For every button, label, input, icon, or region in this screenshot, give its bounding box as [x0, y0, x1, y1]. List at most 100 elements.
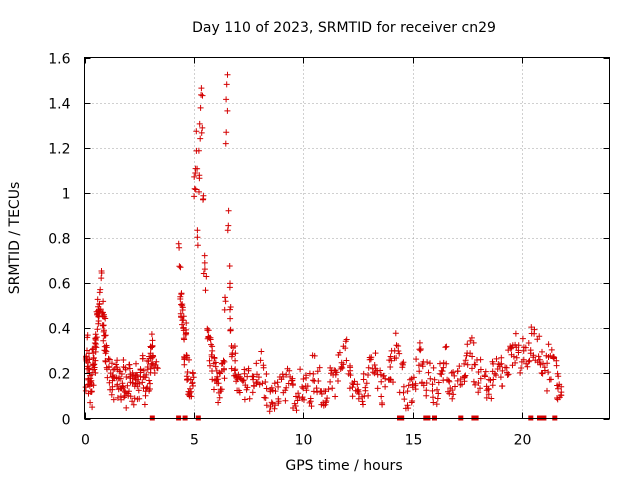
data-point	[446, 390, 453, 397]
data-point	[387, 376, 394, 383]
data-point	[191, 193, 198, 200]
data-point	[527, 347, 534, 354]
data-point	[468, 334, 475, 341]
data-point	[87, 399, 94, 406]
data-point	[339, 365, 346, 371]
data-point	[445, 377, 452, 384]
data-point	[149, 337, 156, 344]
data-point	[119, 380, 126, 387]
data-point	[424, 359, 431, 366]
data-point	[179, 301, 186, 308]
data-point	[392, 330, 399, 337]
data-point	[283, 371, 290, 378]
data-point	[423, 380, 430, 386]
data-point	[378, 393, 385, 400]
data-point	[464, 361, 471, 368]
data-point	[178, 290, 185, 297]
data-point	[431, 376, 438, 383]
data-point	[240, 377, 247, 384]
data-point	[263, 402, 270, 409]
data-point	[423, 392, 430, 399]
data-point	[253, 360, 260, 367]
data-point	[149, 342, 156, 349]
data-point	[310, 388, 317, 395]
data-point	[232, 357, 239, 364]
data-point	[360, 376, 367, 383]
data-point	[254, 371, 260, 378]
data-point	[475, 380, 482, 386]
data-point	[371, 362, 378, 368]
data-point	[354, 387, 361, 394]
data-point	[489, 382, 496, 389]
data-points	[82, 71, 565, 421]
data-point	[106, 356, 113, 363]
data-point	[470, 339, 477, 346]
data-point	[327, 378, 334, 385]
data-point	[451, 372, 458, 379]
data-point	[212, 359, 219, 366]
data-point	[221, 358, 228, 365]
data-point	[300, 376, 307, 382]
data-point	[249, 389, 256, 396]
data-point	[404, 388, 411, 395]
y-tick-label: 0.4	[48, 322, 70, 338]
data-point	[179, 304, 186, 311]
data-point	[262, 395, 269, 401]
data-point	[546, 376, 553, 383]
data-point	[502, 364, 509, 371]
data-point	[519, 335, 526, 342]
data-point	[183, 352, 190, 359]
data-point	[146, 377, 153, 384]
data-point	[365, 364, 372, 371]
data-point	[100, 322, 107, 329]
data-point	[109, 360, 115, 367]
data-point	[293, 393, 299, 400]
data-point	[477, 385, 483, 392]
data-point	[498, 354, 505, 361]
data-point	[554, 395, 560, 401]
data-point	[183, 320, 190, 326]
data-point	[463, 352, 470, 359]
data-point	[129, 398, 136, 405]
data-point	[449, 395, 456, 402]
data-point	[526, 357, 533, 364]
data-point	[528, 330, 535, 337]
data-point	[197, 104, 204, 111]
data-point	[449, 387, 456, 394]
data-point	[387, 364, 394, 370]
data-point	[351, 378, 358, 385]
data-point	[222, 294, 228, 301]
data-point	[517, 369, 524, 376]
data-point	[96, 301, 103, 308]
data-point	[325, 386, 332, 393]
data-point	[303, 387, 310, 394]
data-point	[196, 188, 202, 195]
data-point	[332, 393, 339, 400]
data-point	[98, 275, 105, 282]
data-point	[482, 368, 489, 375]
data-point	[440, 364, 447, 371]
data-point	[85, 359, 92, 366]
data-point	[395, 348, 402, 354]
data-point	[92, 369, 99, 376]
data-point	[257, 357, 264, 364]
data-point	[335, 378, 341, 384]
data-point	[245, 365, 252, 372]
data-point	[88, 377, 95, 384]
data-point	[90, 382, 97, 389]
data-point	[286, 367, 293, 374]
data-point	[94, 326, 101, 333]
data-point	[331, 367, 338, 374]
chart-title: Day 110 of 2023, SRMTID for receiver cn2…	[192, 20, 496, 36]
data-point	[545, 341, 552, 348]
data-point	[199, 124, 206, 131]
data-point	[241, 396, 248, 403]
data-point	[194, 242, 201, 249]
data-point	[410, 374, 417, 381]
data-point	[263, 371, 270, 377]
data-point	[507, 343, 514, 350]
y-tick-label: 1.2	[48, 142, 70, 158]
data-point	[450, 369, 457, 376]
data-point	[154, 365, 161, 372]
data-point	[241, 366, 248, 373]
